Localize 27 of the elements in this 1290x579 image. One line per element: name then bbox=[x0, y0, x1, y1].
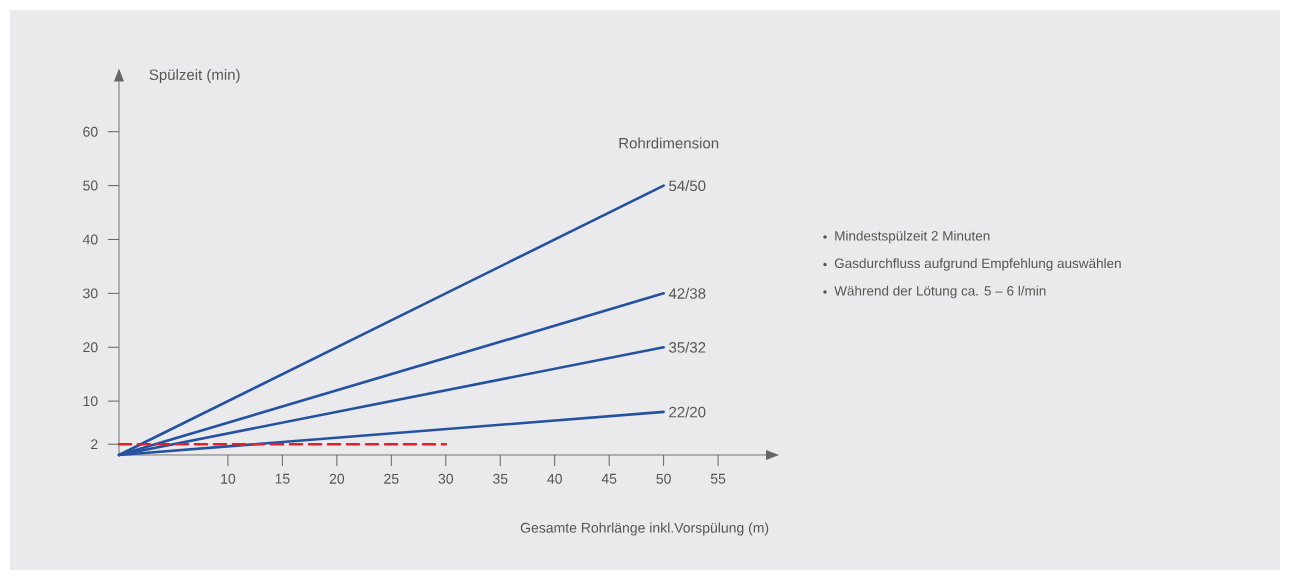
x-tick-label: 35 bbox=[492, 473, 508, 484]
x-axis-title: Gesamte Rohrlänge inkl.Vorspülung (m) bbox=[520, 522, 769, 536]
legend-title: Rohrdimension bbox=[619, 137, 719, 149]
x-tick-label: 55 bbox=[710, 473, 726, 484]
x-tick-label: 20 bbox=[329, 473, 345, 484]
y-tick-label: 2 bbox=[91, 439, 98, 450]
x-tick-label: 45 bbox=[601, 473, 617, 484]
y-tick-label: 30 bbox=[83, 288, 98, 299]
text: Mindestspülzeit 2 Minuten bbox=[835, 230, 990, 244]
y-axis-title: Spülzeit (min) bbox=[149, 69, 240, 83]
x-tick-label: 40 bbox=[547, 473, 562, 484]
x-tick-label: 30 bbox=[438, 473, 454, 484]
series-label: 22/20 bbox=[669, 406, 706, 418]
y-tick-label: 20 bbox=[83, 342, 98, 353]
x-tick-label: 10 bbox=[221, 473, 236, 484]
y-tick-label: 60 bbox=[83, 126, 98, 137]
series-label: 42/38 bbox=[668, 287, 706, 299]
text: Während der Lötung ca. 5 – 6 l/min bbox=[834, 285, 1046, 299]
y-tick-label: 40 bbox=[82, 234, 98, 245]
text: Gasdurchfluss aufgrund Empfehlung auswählen bbox=[834, 258, 1121, 271]
x-tick-label: 25 bbox=[384, 473, 399, 484]
y-tick-label: 50 bbox=[83, 180, 98, 191]
series-label: 35/32 bbox=[669, 341, 706, 353]
series-label: 54/50 bbox=[669, 180, 706, 192]
x-tick-label: 15 bbox=[275, 473, 290, 484]
y-tick-label: 10 bbox=[83, 396, 98, 407]
x-tick-label: 50 bbox=[656, 473, 671, 484]
